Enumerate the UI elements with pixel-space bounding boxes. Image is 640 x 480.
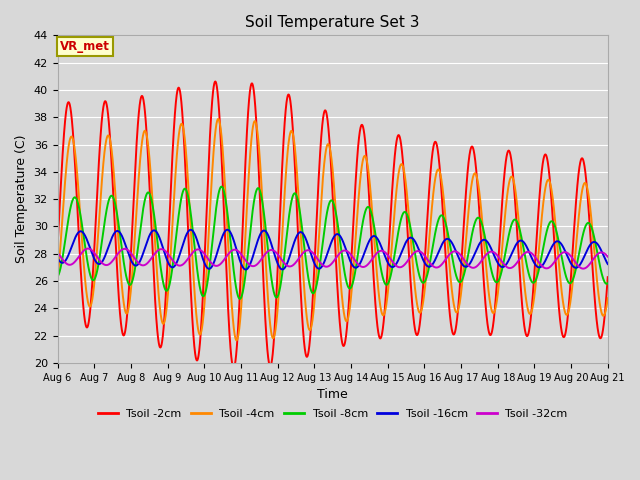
- Legend: Tsoil -2cm, Tsoil -4cm, Tsoil -8cm, Tsoil -16cm, Tsoil -32cm: Tsoil -2cm, Tsoil -4cm, Tsoil -8cm, Tsoi…: [93, 404, 572, 423]
- Tsoil -2cm: [604, 274, 612, 280]
- Tsoil -4cm: [54, 277, 61, 283]
- Tsoil -32cm: [316, 258, 323, 264]
- Tsoil -32cm: [588, 259, 595, 265]
- Line: Tsoil -8cm: Tsoil -8cm: [58, 187, 608, 299]
- Tsoil -8cm: [560, 264, 568, 270]
- Tsoil -2cm: [316, 166, 323, 171]
- Y-axis label: Soil Temperature (C): Soil Temperature (C): [15, 135, 28, 264]
- Tsoil -32cm: [289, 262, 297, 268]
- Line: Tsoil -32cm: Tsoil -32cm: [58, 249, 608, 269]
- Tsoil -16cm: [560, 245, 568, 251]
- Tsoil -16cm: [54, 255, 61, 261]
- Tsoil -4cm: [233, 337, 241, 343]
- Tsoil -32cm: [84, 246, 92, 252]
- Tsoil -32cm: [454, 249, 461, 255]
- Tsoil -32cm: [285, 264, 292, 269]
- Tsoil -32cm: [579, 266, 587, 272]
- Tsoil -8cm: [454, 276, 461, 282]
- Line: Tsoil -2cm: Tsoil -2cm: [58, 82, 608, 368]
- Tsoil -16cm: [289, 242, 297, 248]
- Tsoil -8cm: [285, 214, 292, 219]
- Tsoil -2cm: [54, 244, 61, 250]
- Tsoil -8cm: [604, 280, 612, 286]
- Tsoil -4cm: [316, 229, 323, 235]
- Tsoil -16cm: [454, 252, 461, 258]
- Tsoil -32cm: [54, 250, 61, 255]
- Line: Tsoil -4cm: Tsoil -4cm: [58, 119, 608, 340]
- Tsoil -8cm: [218, 184, 225, 190]
- Tsoil -16cm: [242, 267, 250, 273]
- Tsoil -4cm: [560, 303, 568, 309]
- Tsoil -4cm: [454, 309, 461, 314]
- Tsoil -32cm: [604, 254, 612, 260]
- Tsoil -4cm: [604, 295, 612, 301]
- Tsoil -8cm: [289, 192, 297, 198]
- Tsoil -16cm: [316, 266, 323, 272]
- Tsoil -2cm: [285, 92, 292, 98]
- Tsoil -2cm: [230, 365, 237, 371]
- Tsoil -4cm: [214, 116, 222, 122]
- Tsoil -16cm: [588, 241, 595, 247]
- Tsoil -16cm: [285, 256, 292, 262]
- Text: VR_met: VR_met: [60, 40, 110, 53]
- Tsoil -8cm: [588, 224, 595, 229]
- Tsoil -8cm: [54, 274, 61, 279]
- Tsoil -4cm: [289, 133, 297, 139]
- Tsoil -2cm: [211, 79, 219, 84]
- Title: Soil Temperature Set 3: Soil Temperature Set 3: [245, 15, 420, 30]
- Tsoil -32cm: [560, 250, 568, 255]
- Tsoil -8cm: [236, 296, 244, 302]
- Tsoil -2cm: [560, 334, 568, 340]
- Tsoil -16cm: [604, 261, 612, 267]
- Tsoil -8cm: [316, 266, 323, 272]
- Tsoil -4cm: [588, 214, 595, 219]
- X-axis label: Time: Time: [317, 388, 348, 401]
- Tsoil -2cm: [289, 135, 297, 141]
- Tsoil -2cm: [588, 243, 595, 249]
- Tsoil -4cm: [285, 137, 292, 143]
- Tsoil -2cm: [454, 312, 461, 318]
- Tsoil -16cm: [223, 227, 231, 233]
- Line: Tsoil -16cm: Tsoil -16cm: [58, 230, 608, 270]
